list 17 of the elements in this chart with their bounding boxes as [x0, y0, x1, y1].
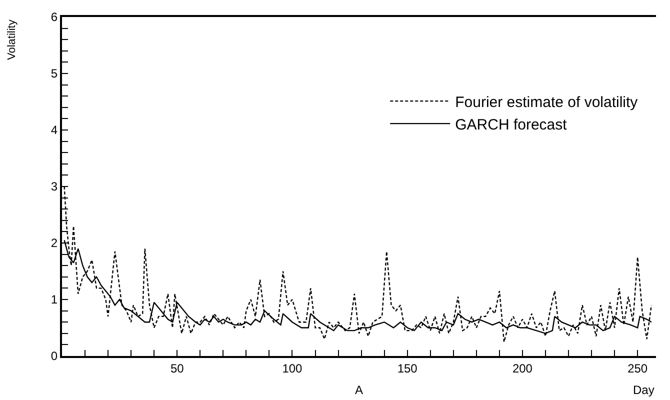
x-tick-label: 200: [512, 361, 533, 376]
x-axis-title: Day: [633, 383, 654, 397]
text: A: [355, 383, 364, 397]
x-tick-label: 250: [628, 361, 648, 376]
y-tick-label: 0: [50, 349, 58, 364]
y-axis-title: Volatility: [6, 19, 18, 60]
y-tick-label: 5: [50, 66, 58, 81]
y-tick-label: 2: [50, 236, 58, 250]
legend-label: Fourier estimate of volatility: [455, 94, 638, 111]
y-tick-label: 4: [50, 123, 58, 138]
legend-label: GARCH forecast: [455, 116, 568, 134]
x-tick-label: 100: [282, 361, 303, 376]
x-tick-label: 150: [397, 361, 418, 376]
y-tick-label: 3: [50, 180, 58, 194]
y-tick-label: 1: [50, 292, 58, 307]
x-tick-label: 50: [170, 361, 184, 376]
y-tick-label: 6: [50, 10, 58, 24]
